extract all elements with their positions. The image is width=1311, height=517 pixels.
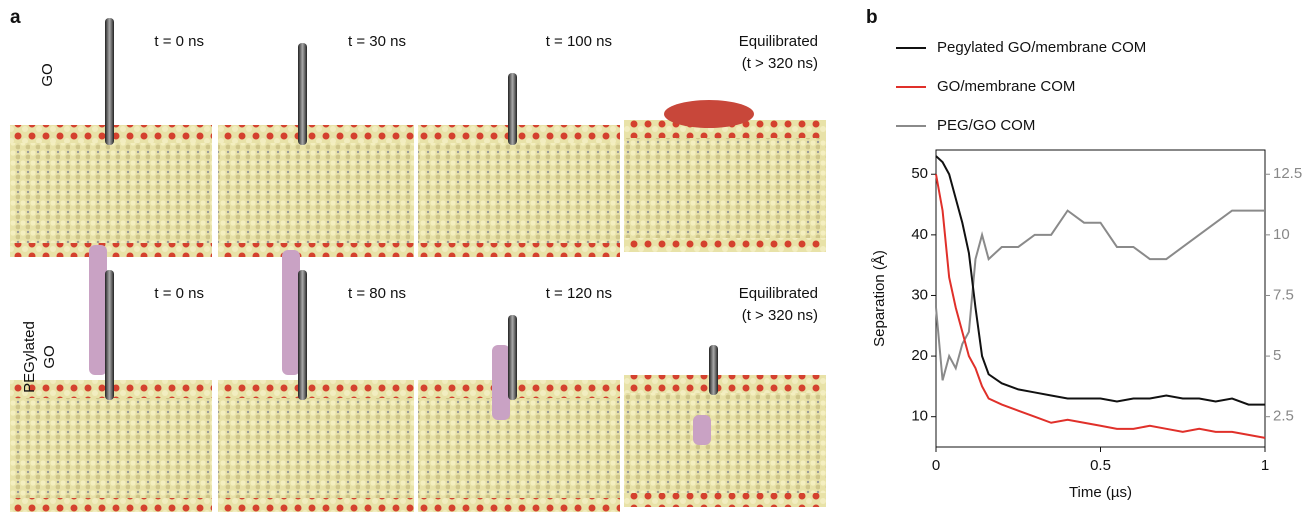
y2-tick-label: 10 xyxy=(1273,226,1290,243)
data-line xyxy=(935,174,1266,439)
headgroups xyxy=(10,243,212,257)
y-tick-label: 50 xyxy=(911,165,928,182)
headgroups xyxy=(418,380,620,398)
row-label: PEGylated xyxy=(21,321,38,393)
legend-label: GO/membrane COM xyxy=(937,78,1075,95)
time-label: t = 80 ns xyxy=(348,285,406,302)
time-label: (t > 320 ns) xyxy=(742,55,818,72)
membrane xyxy=(624,389,826,504)
peg-chains xyxy=(693,415,711,445)
snapshot xyxy=(624,345,826,507)
snapshot xyxy=(418,315,620,512)
membrane xyxy=(418,394,620,509)
y-tick-label: 10 xyxy=(911,408,928,425)
snapshot xyxy=(10,245,212,512)
snapshot xyxy=(10,18,212,257)
graphene-sheet xyxy=(105,18,114,145)
time-label: Equilibrated xyxy=(739,285,818,302)
headgroups xyxy=(218,125,414,143)
time-label: Equilibrated xyxy=(739,33,818,50)
membrane xyxy=(624,134,826,249)
headgroups xyxy=(10,498,212,512)
snapshot xyxy=(624,100,826,252)
graphene-sheet xyxy=(508,315,517,400)
peg-chains xyxy=(282,250,300,375)
y2-tick-label: 7.5 xyxy=(1273,286,1294,303)
membrane xyxy=(218,139,414,254)
graphene-sheet xyxy=(298,270,307,400)
x-tick-label: 0 xyxy=(932,457,940,474)
membrane xyxy=(10,139,212,254)
row-label: GO xyxy=(39,63,56,86)
y-tick-label: 30 xyxy=(911,286,928,303)
x-tick-label: 0.5 xyxy=(1090,457,1111,474)
data-line xyxy=(935,209,1265,381)
peg-chains xyxy=(89,245,107,375)
adsorbed-go xyxy=(664,100,754,128)
membrane xyxy=(10,394,212,509)
y2-tick-label: 2.5 xyxy=(1273,408,1294,425)
time-label: t = 0 ns xyxy=(154,285,204,302)
peg-chains xyxy=(492,345,510,420)
graphene-sheet xyxy=(508,73,517,145)
headgroups xyxy=(624,120,826,138)
legend-label: Pegylated GO/membrane COM xyxy=(937,39,1146,56)
headgroups xyxy=(418,125,620,143)
headgroups xyxy=(218,498,414,512)
time-label: t = 100 ns xyxy=(546,33,612,50)
snapshot xyxy=(418,73,620,257)
time-label: t = 30 ns xyxy=(348,33,406,50)
headgroups xyxy=(418,243,620,257)
headgroups xyxy=(624,493,826,507)
snapshot xyxy=(218,43,414,257)
headgroups xyxy=(418,498,620,512)
y-tick-label: 20 xyxy=(911,347,928,364)
headgroups xyxy=(218,380,414,398)
time-label: t = 0 ns xyxy=(154,33,204,50)
snapshot xyxy=(218,250,414,512)
legend-label: PEG/GO COM xyxy=(937,117,1035,134)
y2-tick-label: 12.5 xyxy=(1273,165,1302,182)
panel-a: a t = 0 ns t = 30 ns t = 100 ns Equilibrated… xyxy=(10,7,826,512)
panel-b: b 10 20 30 40 50 2.5 5 7.5 10 12.5 0 0.5 1 Time (µs) Se… xyxy=(866,7,1302,501)
graphene-sheet xyxy=(298,43,307,145)
panel-label: b xyxy=(866,7,878,28)
x-tick-label: 1 xyxy=(1261,457,1269,474)
y-axis-label: Separation (Å) xyxy=(871,250,888,347)
time-label: t = 120 ns xyxy=(546,285,612,302)
time-label: (t > 320 ns) xyxy=(742,307,818,324)
membrane xyxy=(418,139,620,254)
headgroups xyxy=(218,243,414,257)
graphene-sheet xyxy=(105,270,114,400)
row-label: GO xyxy=(41,345,58,368)
y2-tick-label: 5 xyxy=(1273,347,1281,364)
panel-label: a xyxy=(10,7,21,28)
membrane xyxy=(218,394,414,509)
x-axis-label: Time (µs) xyxy=(1069,484,1132,501)
headgroups xyxy=(624,375,826,393)
headgroups xyxy=(624,238,826,252)
y-tick-label: 40 xyxy=(911,226,928,243)
data-line xyxy=(935,155,1265,406)
graphene-sheet xyxy=(709,345,718,395)
